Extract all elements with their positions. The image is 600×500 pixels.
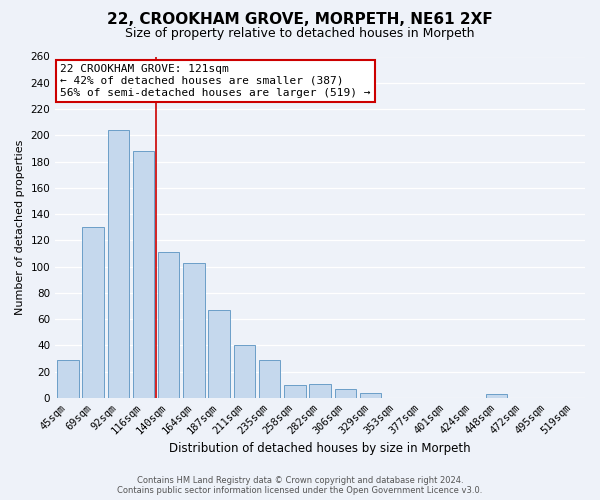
- Bar: [259, 360, 280, 398]
- Bar: [133, 151, 154, 398]
- Bar: [208, 310, 230, 398]
- Bar: [335, 389, 356, 398]
- Text: 22, CROOKHAM GROVE, MORPETH, NE61 2XF: 22, CROOKHAM GROVE, MORPETH, NE61 2XF: [107, 12, 493, 28]
- Bar: [183, 262, 205, 398]
- Bar: [82, 227, 104, 398]
- Y-axis label: Number of detached properties: Number of detached properties: [15, 140, 25, 315]
- Bar: [284, 385, 305, 398]
- Text: 22 CROOKHAM GROVE: 121sqm
← 42% of detached houses are smaller (387)
56% of semi: 22 CROOKHAM GROVE: 121sqm ← 42% of detac…: [60, 64, 371, 98]
- Bar: [310, 384, 331, 398]
- Bar: [360, 392, 381, 398]
- Bar: [233, 346, 255, 398]
- Bar: [57, 360, 79, 398]
- Bar: [158, 252, 179, 398]
- Text: Contains HM Land Registry data © Crown copyright and database right 2024.
Contai: Contains HM Land Registry data © Crown c…: [118, 476, 482, 495]
- Bar: [107, 130, 129, 398]
- Bar: [486, 394, 508, 398]
- X-axis label: Distribution of detached houses by size in Morpeth: Distribution of detached houses by size …: [169, 442, 471, 455]
- Text: Size of property relative to detached houses in Morpeth: Size of property relative to detached ho…: [125, 28, 475, 40]
